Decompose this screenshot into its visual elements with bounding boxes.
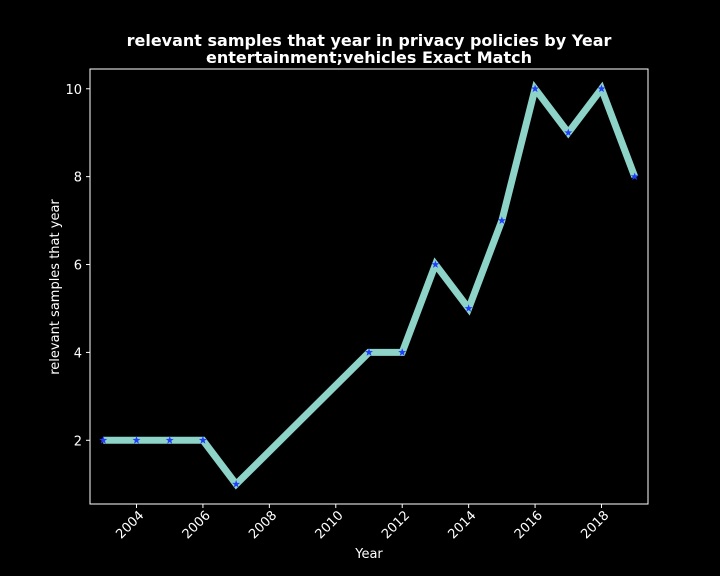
chart-subtitle: entertainment;vehicles Exact Match [206,48,532,67]
data-point-marker [99,436,108,444]
x-axis-label: Year [354,547,383,562]
data-point-marker [497,216,506,224]
y-tick-label: 10 [65,83,82,98]
data-point-marker [132,436,141,444]
data-point-marker [365,348,373,356]
y-tick-label: 8 [74,171,82,186]
data-point-marker [597,84,606,93]
data-point-marker [630,172,639,181]
data-point-marker [398,348,407,356]
data-point-marker [531,84,540,93]
data-point-marker [165,436,174,444]
data-point-marker [464,304,473,312]
y-tick-label: 2 [74,434,82,449]
series-line [103,80,638,490]
data-point-marker [232,480,241,488]
plot-area [99,80,639,490]
y-axis-label: relevant samples that year [48,199,63,375]
y-tick-label: 6 [74,259,82,274]
chart-title: relevant samples that year in privacy po… [127,31,612,50]
data-point-marker [431,260,440,268]
data-point-marker [564,128,573,137]
axes-frame [89,68,649,505]
y-tick-label: 4 [74,346,82,361]
data-point-marker [198,436,207,444]
